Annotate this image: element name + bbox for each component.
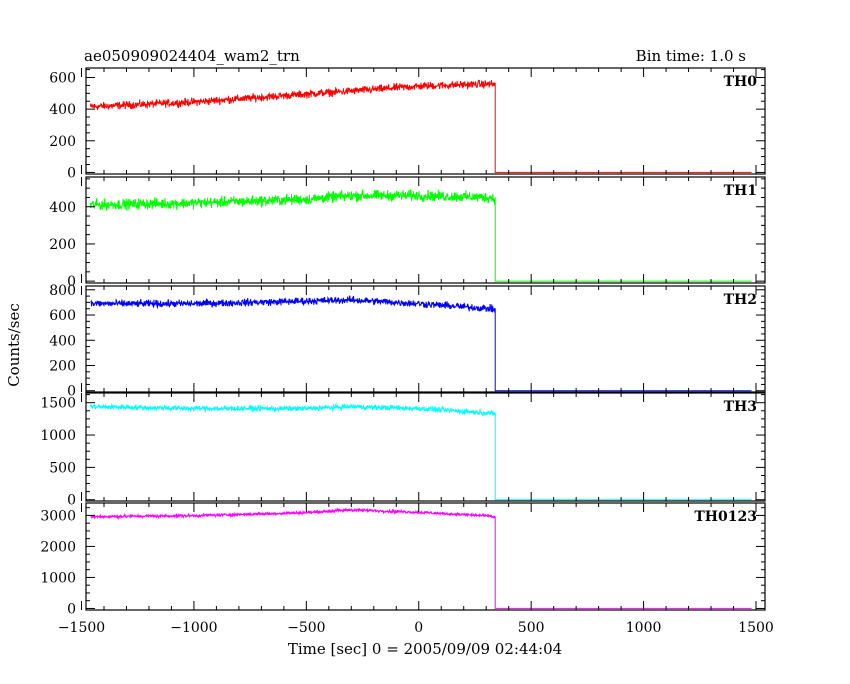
panel-th0123: 0 1000 2000 3000 TH0123 [40,502,766,617]
y-tick-label: 0 [67,274,76,290]
series-line-th3 [90,402,752,501]
y-tick-label: 200 [49,237,76,253]
y-tick-label: 200 [49,359,76,375]
y-tick-label: 1000 [40,428,76,444]
series-line-th1 [90,189,752,282]
series-line-th0123 [90,507,752,609]
panel-th1: 0 200 400 TH1 [49,176,766,290]
x-tick-label: 1000 [626,620,662,636]
x-tick-label: −500 [287,620,325,636]
series-name-th2: TH2 [724,292,757,308]
y-tick-label: 400 [49,102,76,118]
y-tick-label: 600 [49,308,76,324]
y-tick-label: 400 [49,200,76,216]
x-axis-title: Time [sec] 0 = 2005/09/09 02:44:04 [288,640,562,658]
y-tick-label: 500 [49,460,76,476]
x-tick-labels: −1500 −1000 −500 0 500 1000 1500 [58,620,774,636]
series-name-th0123: TH0123 [694,509,757,525]
y-tick-label: 1000 [40,570,76,586]
y-tick-label: 0 [67,384,76,400]
y-tick-label: 400 [49,333,76,349]
series-line-th2 [90,295,752,392]
x-tick-label: −1000 [170,620,217,636]
x-tick-label: −1500 [58,620,105,636]
panel-frame [85,176,766,284]
y-tick-label: 3000 [40,508,76,524]
panel-frame [85,285,766,393]
y-tick-label: 200 [49,134,76,150]
y-axis-title: Counts/sec [5,303,23,387]
panel-th3: 0 500 1000 1500 TH3 [40,392,766,509]
x-tick-label: 0 [414,620,423,636]
y-tick-label: 2000 [40,539,76,555]
y-tick-label: 0 [67,493,76,509]
y-tick-label: 800 [49,283,76,299]
panel-th0: 0 200 400 600 TH0 [49,67,766,181]
panel-frame [85,392,766,502]
panel-frame [85,502,766,611]
y-tick-label: 0 [67,165,76,181]
chart-title: ae050909024404_wam2_trn [84,47,300,65]
x-tick-label: 1500 [738,620,774,636]
series-name-th0: TH0 [724,74,758,90]
y-tick-label: 1500 [40,396,76,412]
series-name-th3: TH3 [724,399,757,415]
y-tick-label: 600 [49,70,76,86]
bin-time-label: Bin time: 1.0 s [636,47,746,65]
panel-th2: 0 200 400 600 800 TH2 [49,283,766,400]
x-tick-label: 500 [518,620,545,636]
series-line-th0 [90,79,752,173]
panel-frame [85,67,766,175]
series-name-th1: TH1 [724,183,757,199]
y-tick-label: 0 [67,601,76,617]
